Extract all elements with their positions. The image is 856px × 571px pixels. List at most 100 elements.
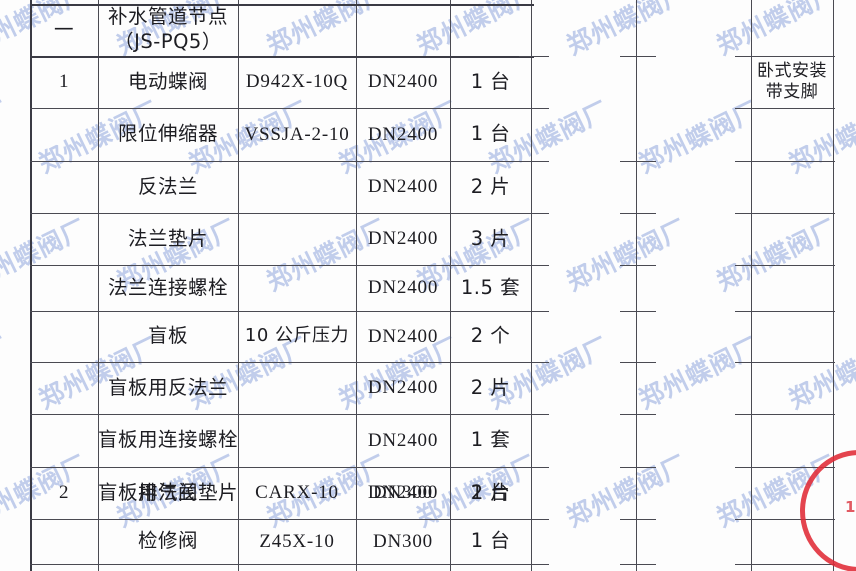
column-divider-4 bbox=[450, 0, 452, 571]
cell-index-1: 1 bbox=[59, 71, 69, 93]
cell-name-2: 限位伸缩器 bbox=[117, 122, 218, 146]
cell-remark-0 bbox=[751, 4, 833, 56]
watermark-text: 郑州蝶阀厂 bbox=[0, 331, 14, 415]
row-stub-r6-a bbox=[519, 311, 549, 313]
watermark-text: 郑州蝶阀厂 bbox=[712, 213, 842, 297]
row-stub-r11-b bbox=[620, 564, 656, 566]
column-divider-7 bbox=[751, 0, 753, 571]
row-stub-r8-a bbox=[519, 414, 549, 416]
row-stub-r10-a bbox=[519, 519, 549, 521]
row-stub-r9-b bbox=[620, 467, 656, 469]
cell-remark-1-line1: 卧式安装 bbox=[757, 60, 827, 81]
row-stub-r1-b bbox=[620, 56, 656, 58]
cell-model-5 bbox=[238, 265, 356, 311]
row-stub-r10-c bbox=[735, 519, 835, 521]
cell-size-6: DN2400 bbox=[367, 325, 439, 347]
row-divider-4 bbox=[30, 213, 534, 215]
row-divider-9 bbox=[30, 467, 534, 469]
table-border-left bbox=[30, 0, 32, 571]
watermark-text: 郑州蝶阀厂 bbox=[562, 449, 692, 533]
cell-index-2 bbox=[30, 108, 98, 161]
table-border-right bbox=[833, 0, 835, 571]
row-stub-r2-a bbox=[519, 108, 549, 110]
cell-size-10: DN300 bbox=[373, 482, 433, 504]
cell-name-0-line2: （JS-PQ5） bbox=[114, 30, 222, 53]
cell-name-6: 盲板 bbox=[147, 324, 188, 348]
cell-size-3: DN2400 bbox=[367, 176, 439, 198]
watermark-text: 郑州蝶阀厂 bbox=[0, 95, 14, 179]
cell-model-11: Z45X-10 bbox=[259, 530, 335, 552]
row-stub-r5-b bbox=[620, 265, 656, 267]
cell-index-6 bbox=[30, 311, 98, 362]
row-stub-r6-c bbox=[735, 311, 835, 313]
watermark-text: 郑州蝶阀厂 bbox=[784, 331, 856, 415]
row-divider-2 bbox=[30, 108, 534, 110]
cell-quantity-8: 1 套 bbox=[470, 428, 511, 452]
watermark-text: 郑州蝶阀厂 bbox=[634, 95, 764, 179]
cell-quantity-6: 2 个 bbox=[470, 324, 511, 348]
cell-name-0: 补水管道节点 （JS-PQ5） bbox=[98, 4, 238, 56]
row-stub-r3-b bbox=[620, 161, 656, 163]
row-divider-1 bbox=[30, 56, 534, 58]
cell-model-1: D942X-10Q bbox=[245, 71, 349, 93]
row-divider-10 bbox=[30, 519, 534, 521]
cell-quantity-11: 1 台 bbox=[470, 529, 511, 553]
cell-index-3 bbox=[30, 161, 98, 213]
cell-model-8 bbox=[238, 414, 356, 467]
row-stub-r6-b bbox=[620, 311, 656, 313]
row-divider-6 bbox=[30, 311, 534, 313]
row-divider-7 bbox=[30, 362, 534, 364]
cell-model-7 bbox=[238, 362, 356, 414]
cell-remark-1-line2: 带支脚 bbox=[765, 82, 819, 102]
row-stub-r2-c bbox=[735, 108, 835, 110]
cell-quantity-1: 1 台 bbox=[470, 69, 511, 93]
cell-model-2: VSSJA-2-10 bbox=[244, 123, 350, 145]
row-stub-r7-a bbox=[519, 362, 549, 364]
watermark-text: 郑州蝶阀厂 bbox=[562, 213, 692, 297]
row-divider-5 bbox=[30, 265, 534, 267]
row-stub-r1-a bbox=[519, 56, 549, 58]
cell-model-3 bbox=[238, 161, 356, 213]
cell-name-8: 盲板用连接螺栓 bbox=[98, 428, 239, 452]
cell-size-5: DN2400 bbox=[367, 277, 439, 299]
cell-name-5: 法兰连接螺栓 bbox=[107, 275, 228, 299]
cell-name-10: 排气阀 bbox=[137, 480, 198, 504]
row-stub-r10-b bbox=[620, 519, 656, 521]
cell-size-8: DN2400 bbox=[367, 429, 439, 451]
cell-quantity-0 bbox=[450, 4, 531, 56]
cell-size-9: DN2400 bbox=[367, 482, 439, 504]
column-divider-1 bbox=[98, 0, 100, 571]
column-divider-3 bbox=[356, 0, 358, 571]
red-seal-stamp-text: 1 bbox=[845, 498, 856, 516]
cell-quantity-2: 1 台 bbox=[470, 122, 511, 146]
row-stub-r9-a bbox=[519, 467, 549, 469]
cell-index-5 bbox=[30, 265, 98, 311]
watermark-text: 郑州蝶阀厂 bbox=[0, 563, 15, 571]
cell-size-4: DN2400 bbox=[367, 228, 439, 250]
cell-index-8 bbox=[30, 414, 98, 467]
cell-size-1: DN2400 bbox=[367, 71, 439, 93]
cell-remark-1: 卧式安装 带支脚 bbox=[751, 56, 833, 108]
cell-model-10: CARX-10 bbox=[255, 482, 339, 504]
cell-model-6: 10 公斤压力 bbox=[244, 325, 350, 347]
row-stub-r1-c bbox=[735, 56, 835, 58]
cell-name-11: 检修阀 bbox=[137, 529, 198, 553]
row-divider-top bbox=[30, 4, 534, 6]
cell-quantity-4: 3 片 bbox=[470, 226, 511, 250]
column-divider-2 bbox=[238, 0, 240, 571]
cell-size-11: DN300 bbox=[373, 530, 433, 552]
row-stub-r5-c bbox=[735, 265, 835, 267]
cell-index-11 bbox=[30, 519, 98, 564]
row-stub-r8-c bbox=[735, 414, 835, 416]
cell-quantity-7: 2 片 bbox=[470, 375, 511, 399]
row-stub-r4-b bbox=[620, 213, 656, 215]
row-divider-3 bbox=[30, 161, 534, 163]
watermark-text: 郑州蝶阀厂 bbox=[634, 331, 764, 415]
row-stub-r4-a bbox=[519, 213, 549, 215]
cell-name-0-line1: 补水管道节点 bbox=[107, 5, 228, 29]
row-stub-r3-c bbox=[735, 161, 835, 163]
row-stub-r7-c bbox=[735, 362, 835, 364]
cell-size-0 bbox=[356, 4, 450, 56]
cell-index-10: 2 bbox=[59, 482, 69, 504]
